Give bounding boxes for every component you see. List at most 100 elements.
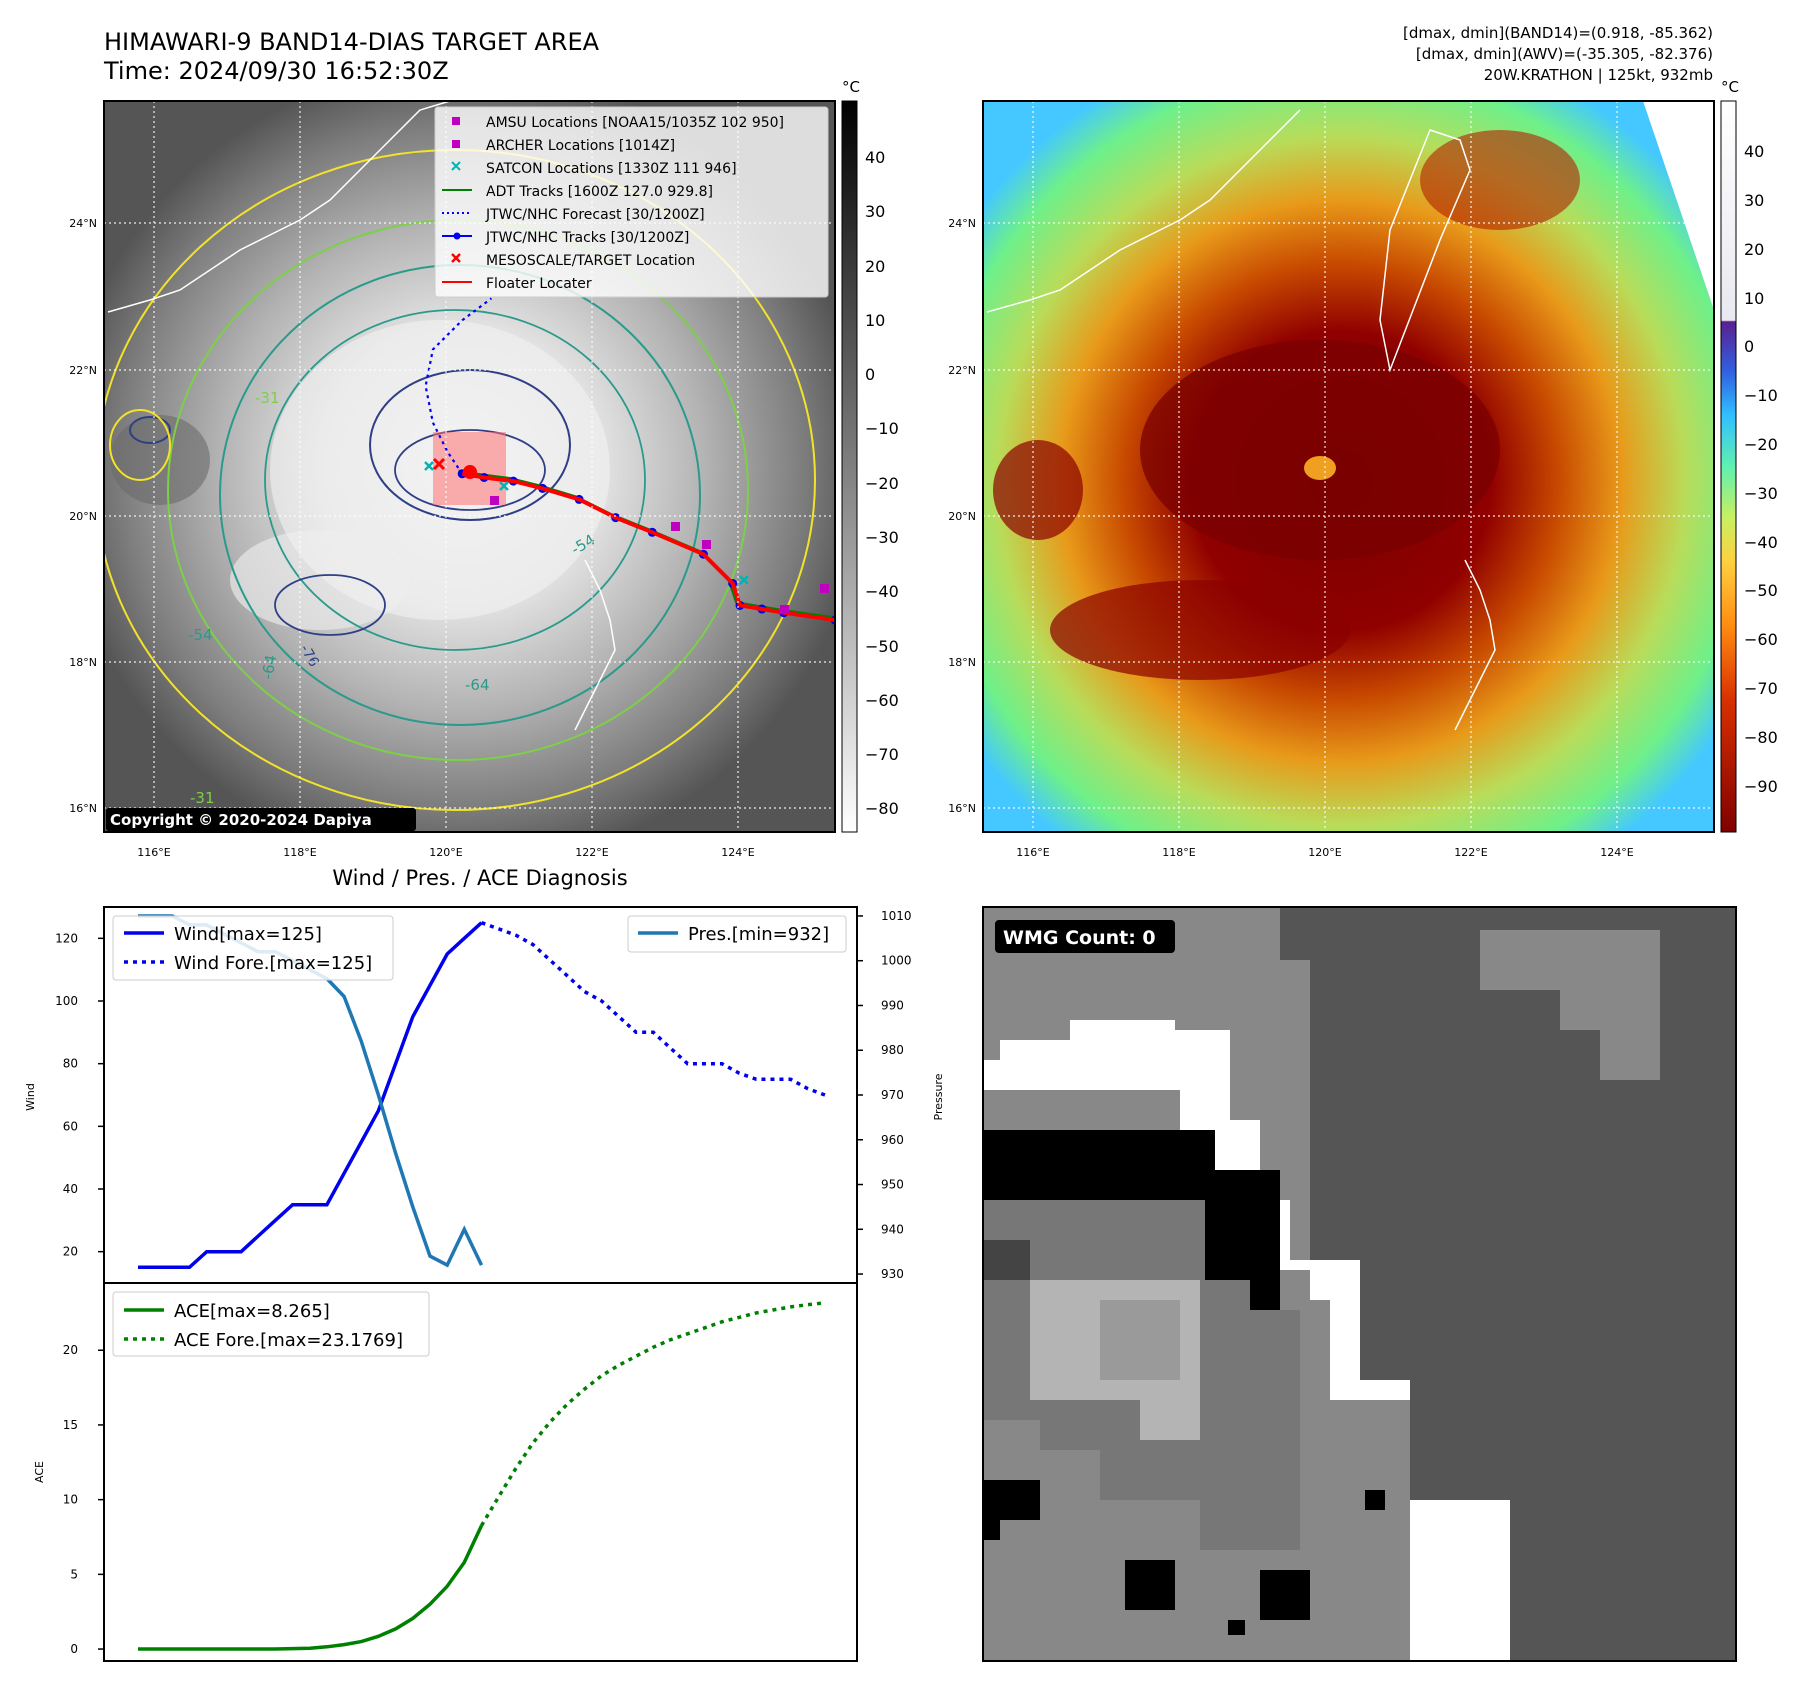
y-tick-label: 100: [55, 994, 78, 1008]
awv-north-cell: [1420, 130, 1580, 230]
colorbar-tick-label: −20: [865, 474, 899, 493]
colorbar-tick-label: 20: [865, 257, 885, 276]
amsu-markers: [490, 496, 829, 614]
coastline-luzon: [1454, 559, 1496, 731]
lat-tick-label: 24°N: [948, 217, 976, 230]
legend-icon-target: [451, 253, 461, 263]
ace-y-axis: 0 5 10 15 20: [63, 1343, 104, 1656]
ace-series-group: [138, 1301, 826, 1651]
legend-label: JTWC/NHC Forecast [30/1200Z]: [485, 207, 705, 223]
awv-map-gridlines: [983, 101, 1714, 832]
wind-y-axis: 20 40 60 80 100 120: [55, 931, 104, 1259]
lon-tick-label: 122°E: [575, 846, 608, 859]
colorbar-tick-label: −70: [865, 745, 899, 764]
awv-no-data: [1643, 101, 1714, 310]
lat-tick-label: 20°N: [948, 510, 976, 523]
coastline-china: [107, 101, 451, 313]
contour-teal-inner: [264, 309, 646, 651]
lon-tick-label: 118°E: [283, 846, 316, 859]
awv-colorbar-unit: °C: [1721, 78, 1739, 96]
lon-tick-label: 116°E: [137, 846, 170, 859]
colorbar-tick-label: −90: [1744, 777, 1778, 796]
wind-forecast-line: [480, 921, 826, 1097]
legend-label: Floater Locater: [486, 276, 592, 292]
awv-colorbar: [1720, 100, 1737, 833]
y-tick-label: 10: [63, 1493, 78, 1507]
y-tick-label: 990: [881, 998, 904, 1012]
colorbar-tick-label: −50: [865, 637, 899, 656]
colorbar-tick-label: 40: [865, 148, 885, 167]
colorbar-tick-label: 30: [865, 202, 885, 221]
contour-label: -31: [190, 789, 215, 807]
contour-label: -64: [258, 653, 280, 680]
wmg-panel: WMG Count: 0: [982, 906, 1737, 1662]
legend-label: ARCHER Locations [1014Z]: [486, 138, 675, 154]
lon-tick-label: 116°E: [1016, 846, 1049, 859]
colorbar-tick-label: −60: [865, 691, 899, 710]
y-tick-label: 20: [63, 1343, 78, 1357]
y-tick-label: 80: [63, 1057, 78, 1071]
wmg-frame: [982, 906, 1737, 1662]
colorbar-tick-label: 10: [1744, 289, 1764, 308]
legend-label: MESOSCALE/TARGET Location: [486, 253, 695, 269]
pressure-legend-box: [627, 915, 847, 953]
lon-tick-label: 120°E: [429, 846, 462, 859]
band14-range-label: [dmax, dmin](BAND14)=(0.918, -85.362): [1403, 24, 1713, 42]
awv-band: [1050, 580, 1350, 680]
legend-box: [434, 106, 829, 298]
y-tick-label: 960: [881, 1133, 904, 1147]
ir-map-frame: [103, 100, 836, 833]
legend-label: AMSU Locations [NOAA15/1035Z 102 950]: [486, 115, 784, 131]
ir-colorbar-ticks: 40 30 20 10 0 −10 −20 −30 −40 −50 −60 −7…: [865, 148, 899, 818]
y-tick-label: 980: [881, 1043, 904, 1057]
y-tick-label: 0: [70, 1642, 78, 1656]
legend-label-ace-forecast: ACE Fore.[max=23.1769]: [174, 1330, 403, 1351]
colorbar-tick-label: −40: [865, 582, 899, 601]
y-tick-label: 15: [63, 1418, 78, 1432]
pressure-y-axis: 930 940 950 960 970 980 990 1000 1010: [857, 909, 912, 1281]
y-tick-label: 950: [881, 1178, 904, 1192]
lat-tick-label: 18°N: [69, 656, 97, 669]
y-tick-label: 20: [63, 1245, 78, 1259]
ir-map-lon-labels: 116°E 118°E 120°E 122°E 124°E: [137, 846, 754, 859]
colorbar-tick-label: 0: [865, 365, 875, 384]
lat-tick-label: 16°N: [948, 802, 976, 815]
colorbar-tick-label: −10: [865, 419, 899, 438]
legend-icon-jtwc-dot: [453, 232, 461, 240]
lat-tick-label: 24°N: [69, 217, 97, 230]
coastline-china: [986, 109, 1301, 313]
contour-label: -31: [255, 389, 280, 407]
wind-axis-label: Wind: [24, 1083, 37, 1111]
ace-forecast-line: [479, 1301, 826, 1527]
wmg-count-badge: [995, 920, 1175, 953]
lon-tick-label: 124°E: [1600, 846, 1633, 859]
storm-info-label: 20W.KRATHON | 125kt, 932mb: [1484, 66, 1713, 84]
lat-tick-label: 22°N: [948, 364, 976, 377]
legend-label: JTWC/NHC Tracks [30/1200Z]: [485, 230, 689, 246]
lat-tick-label: 18°N: [948, 656, 976, 669]
awv-core: [1140, 340, 1500, 560]
figure-title: HIMAWARI-9 BAND14-DIAS TARGET AREA: [104, 28, 600, 56]
copyright-text: Copyright © 2020-2024 Dapiya: [110, 811, 372, 829]
ace-panel: 0 5 10 15 20 ACE ACE[max=8.265] ACE Fore.[ma…: [33, 1282, 858, 1662]
y-tick-label: 970: [881, 1088, 904, 1102]
lon-tick-label: 118°E: [1162, 846, 1195, 859]
jtwc-forecast-track: [424, 297, 493, 475]
lon-tick-label: 120°E: [1308, 846, 1341, 859]
ir-map-lat-labels: 24°N 22°N 20°N 18°N 16°N: [69, 217, 97, 815]
ir-colorbar: [841, 100, 858, 833]
contour-small-cell: [129, 416, 171, 444]
satcon-markers: [424, 461, 749, 585]
colorbar-tick-label: −60: [1744, 630, 1778, 649]
y-tick-label: 60: [63, 1119, 78, 1133]
coastline-taiwan: [1379, 129, 1471, 373]
contour-label: -64: [465, 676, 490, 694]
awv-colorbar-ticks: 40 30 20 10 0 −10 −20 −30 −40 −50 −60 −7…: [1744, 142, 1778, 796]
mesoscale-target-marker: [432, 457, 446, 471]
legend-label: ADT Tracks [1600Z 127.0 929.8]: [486, 184, 713, 200]
legend-icon-archer: [452, 140, 460, 148]
ir-map-panel: -31 -54 -64 -76 -54 -31 -64: [69, 78, 899, 859]
ace-legend-box: [112, 1291, 430, 1357]
y-tick-label: 5: [70, 1567, 78, 1581]
